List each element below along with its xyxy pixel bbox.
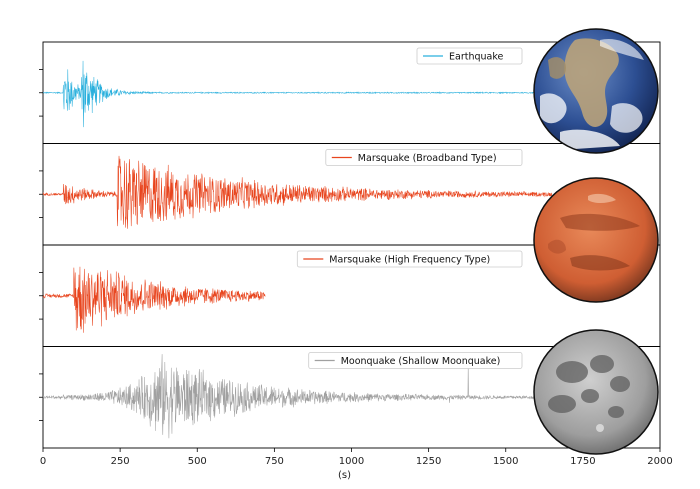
- legend-label: Marsquake (High Frequency Type): [329, 255, 490, 266]
- legend-box: [296, 250, 523, 268]
- legend-box: [325, 149, 523, 166]
- legend-box: [416, 47, 523, 65]
- legend-2: Marsquake (Broadband Type): [325, 149, 523, 166]
- x-tick-label: 1250: [416, 456, 441, 467]
- series-line-1: [42, 60, 553, 128]
- x-tick-label: 1000: [339, 456, 364, 467]
- x-tick-label: 0: [40, 456, 46, 467]
- series-line-4: [42, 354, 553, 439]
- legend-box: [308, 352, 523, 369]
- legend-4: Moonquake (Shallow Moonquake): [308, 352, 523, 369]
- legend-3: Marsquake (High Frequency Type): [296, 250, 523, 268]
- x-tick-label: 750: [265, 456, 284, 467]
- legend-label: Marsquake (Broadband Type): [358, 153, 497, 164]
- x-tick-label: 250: [111, 456, 130, 467]
- series-line-2: [42, 155, 553, 229]
- legend-1: Earthquake: [416, 47, 523, 65]
- x-tick-label: 2000: [647, 456, 672, 467]
- x-tick-label: 500: [188, 456, 207, 467]
- series-line-3: [42, 266, 266, 333]
- panel-3: Marsquake (High Frequency Type): [39, 244, 661, 347]
- x-axis-label: (s): [338, 470, 351, 481]
- mars-globe-icon: [533, 177, 659, 303]
- x-tick-label: 1750: [570, 456, 595, 467]
- earth-globe-icon: [533, 28, 659, 154]
- panel-2: Marsquake (Broadband Type): [39, 143, 661, 246]
- legend-label: Earthquake: [449, 52, 504, 63]
- legend-label: Moonquake (Shallow Moonquake): [341, 356, 501, 367]
- moon-globe-icon: [533, 329, 659, 455]
- x-axis: 0 250 500 750 1000 1250 1500 1750 2000 (s): [40, 448, 673, 481]
- x-tick-label: 1500: [493, 456, 518, 467]
